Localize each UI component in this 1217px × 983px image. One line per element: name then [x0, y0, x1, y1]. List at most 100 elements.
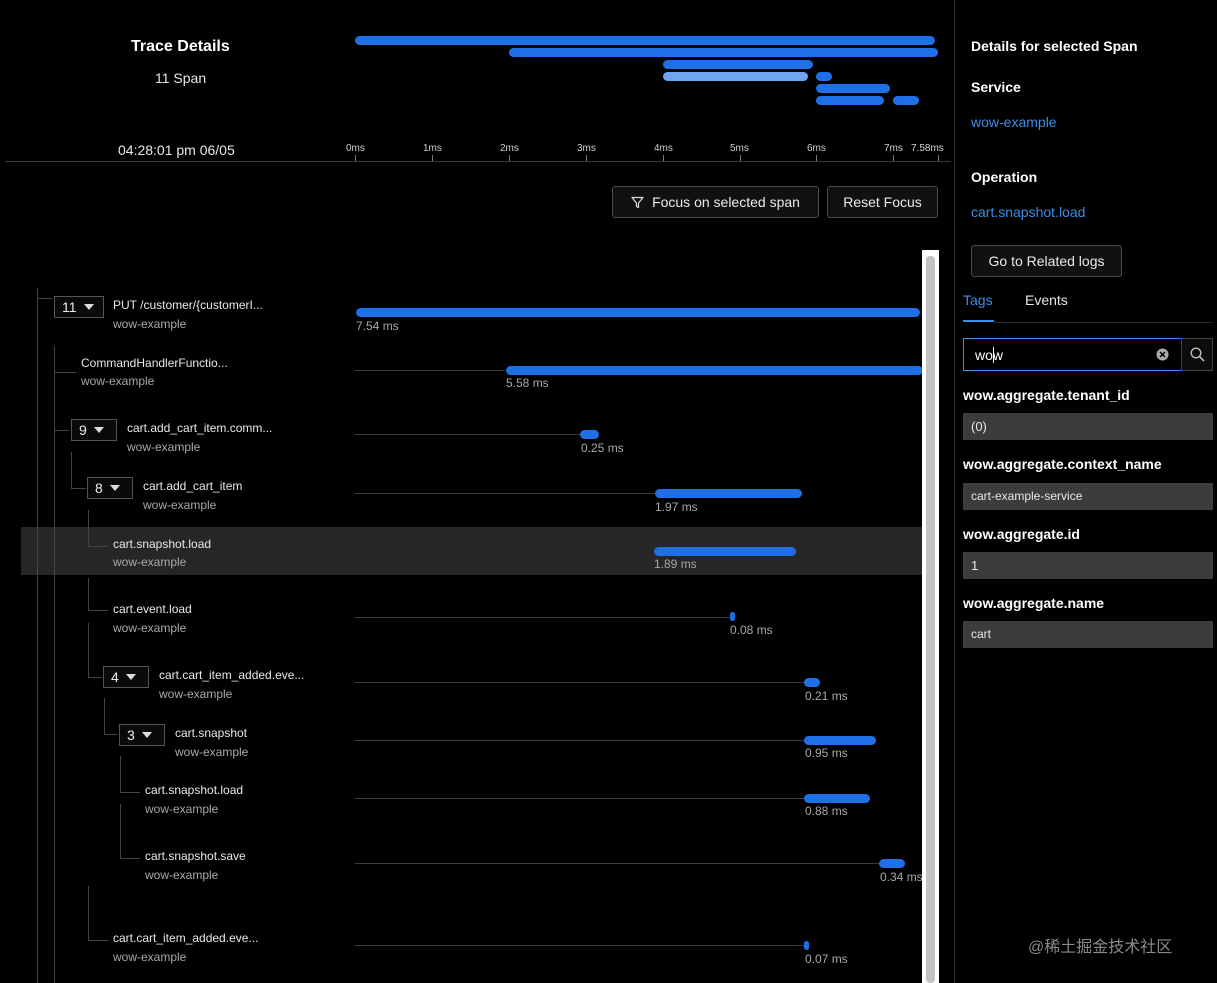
span-duration: 0.34 ms	[880, 870, 923, 884]
tag-key: wow.aggregate.name	[963, 595, 1105, 611]
span-name: cart.snapshot	[175, 726, 248, 740]
span-name: cart.cart_item_added.eve...	[159, 668, 305, 682]
span-service: wow-example	[127, 440, 201, 454]
collapse-dropdown[interactable]: 4	[103, 666, 149, 688]
span-service: wow-example	[113, 621, 187, 635]
span-bar	[730, 612, 735, 621]
minimap-bar	[663, 72, 808, 81]
span-track	[355, 682, 805, 683]
child-count: 11	[62, 299, 77, 315]
minimap-bar	[355, 36, 935, 45]
scrollbar-thumb[interactable]	[926, 256, 935, 983]
tick-label: 3ms	[577, 143, 596, 154]
chevron-down-icon	[141, 732, 152, 738]
operation-link[interactable]: cart.snapshot.load	[971, 204, 1086, 220]
reset-focus-button[interactable]: Reset Focus	[827, 186, 938, 218]
collapse-dropdown[interactable]: 9	[71, 419, 117, 441]
tag-key: wow.aggregate.context_name	[963, 456, 1162, 472]
service-link[interactable]: wow-example	[971, 114, 1057, 130]
span-service: wow-example	[143, 498, 217, 512]
span-track	[355, 945, 805, 946]
clear-icon[interactable]	[1156, 348, 1169, 361]
minimap-bar	[663, 60, 813, 69]
tag-value: 1	[963, 552, 1213, 579]
tab-active-indicator	[963, 320, 994, 322]
watermark: @稀土掘金技术社区	[1028, 939, 1173, 956]
trace-title: Trace Details	[131, 38, 230, 55]
span-service: wow-example	[113, 317, 187, 331]
span-name: PUT /customer/{customerI...	[113, 298, 263, 312]
span-duration: 1.89 ms	[654, 557, 697, 571]
collapse-dropdown[interactable]: 3	[119, 724, 165, 746]
minimap-bar	[509, 48, 938, 57]
tag-key: wow.aggregate.id	[963, 526, 1080, 542]
tick-label: 2ms	[500, 143, 519, 154]
span-name: CommandHandlerFunctio...	[81, 356, 228, 370]
child-count: 4	[111, 669, 119, 685]
chevron-down-icon	[109, 485, 120, 491]
span-track	[355, 740, 805, 741]
span-name: cart.event.load	[113, 602, 192, 616]
header-divider	[5, 161, 951, 162]
span-duration: 0.88 ms	[805, 804, 848, 818]
minimap-bar	[816, 72, 832, 81]
tag-search-button[interactable]	[1181, 338, 1213, 371]
related-logs-button[interactable]: Go to Related logs	[971, 245, 1122, 277]
span-name: cart.snapshot.load	[113, 537, 212, 551]
span-bar	[580, 430, 599, 439]
chevron-down-icon	[83, 304, 94, 310]
tab-events[interactable]: Events	[1025, 292, 1068, 308]
service-label: Service	[971, 79, 1021, 95]
span-service: wow-example	[81, 374, 155, 388]
span-bar	[506, 366, 923, 375]
span-bar	[356, 308, 920, 317]
tabs-divider	[994, 322, 1213, 323]
span-bar	[804, 736, 876, 745]
span-name: cart.snapshot.load	[145, 783, 244, 797]
tick-label: 1ms	[423, 143, 442, 154]
span-duration: 0.08 ms	[730, 623, 773, 637]
span-bar	[879, 859, 905, 868]
span-name: cart.add_cart_item	[143, 479, 243, 493]
collapse-dropdown[interactable]: 11	[54, 296, 104, 318]
span-duration: 7.54 ms	[356, 319, 399, 333]
span-bar	[655, 489, 802, 498]
focus-selected-span-label: Focus on selected span	[652, 194, 800, 210]
span-service: wow-example	[113, 555, 187, 569]
details-heading: Details for selected Span	[971, 38, 1138, 54]
tag-value: (0)	[963, 413, 1213, 440]
tick-label: 7.58ms	[911, 143, 944, 154]
span-duration: 0.07 ms	[805, 952, 848, 966]
span-track	[355, 863, 880, 864]
span-service: wow-example	[113, 950, 187, 964]
span-name: cart.add_cart_item.comm...	[127, 421, 273, 435]
collapse-dropdown[interactable]: 8	[87, 477, 133, 499]
minimap-bar	[816, 84, 890, 93]
tick-label: 7ms	[884, 143, 903, 154]
trace-timestamp: 04:28:01 pm 06/05	[118, 142, 235, 158]
filter-icon	[631, 196, 644, 208]
operation-label: Operation	[971, 169, 1038, 185]
tab-tags[interactable]: Tags	[963, 292, 993, 308]
child-count: 8	[95, 480, 103, 496]
tag-key: wow.aggregate.tenant_id	[963, 387, 1130, 403]
minimap-bar	[816, 96, 884, 105]
tick-label: 5ms	[730, 143, 749, 154]
span-service: wow-example	[145, 868, 219, 882]
span-track	[355, 434, 580, 435]
span-track	[355, 493, 655, 494]
span-track	[355, 798, 805, 799]
focus-selected-span-button[interactable]: Focus on selected span	[612, 186, 819, 218]
span-track	[355, 617, 730, 618]
tag-search-input[interactable]: wow	[963, 338, 1182, 371]
span-bar	[804, 678, 820, 687]
span-duration: 0.21 ms	[805, 689, 848, 703]
search-icon	[1190, 347, 1205, 362]
panel-divider	[954, 0, 955, 983]
span-count: 11 Span	[155, 70, 207, 86]
span-name: cart.cart_item_added.eve...	[113, 931, 259, 945]
text-cursor	[993, 347, 994, 363]
chevron-down-icon	[93, 427, 104, 433]
minimap-bar	[893, 96, 919, 105]
child-count: 3	[127, 727, 135, 743]
